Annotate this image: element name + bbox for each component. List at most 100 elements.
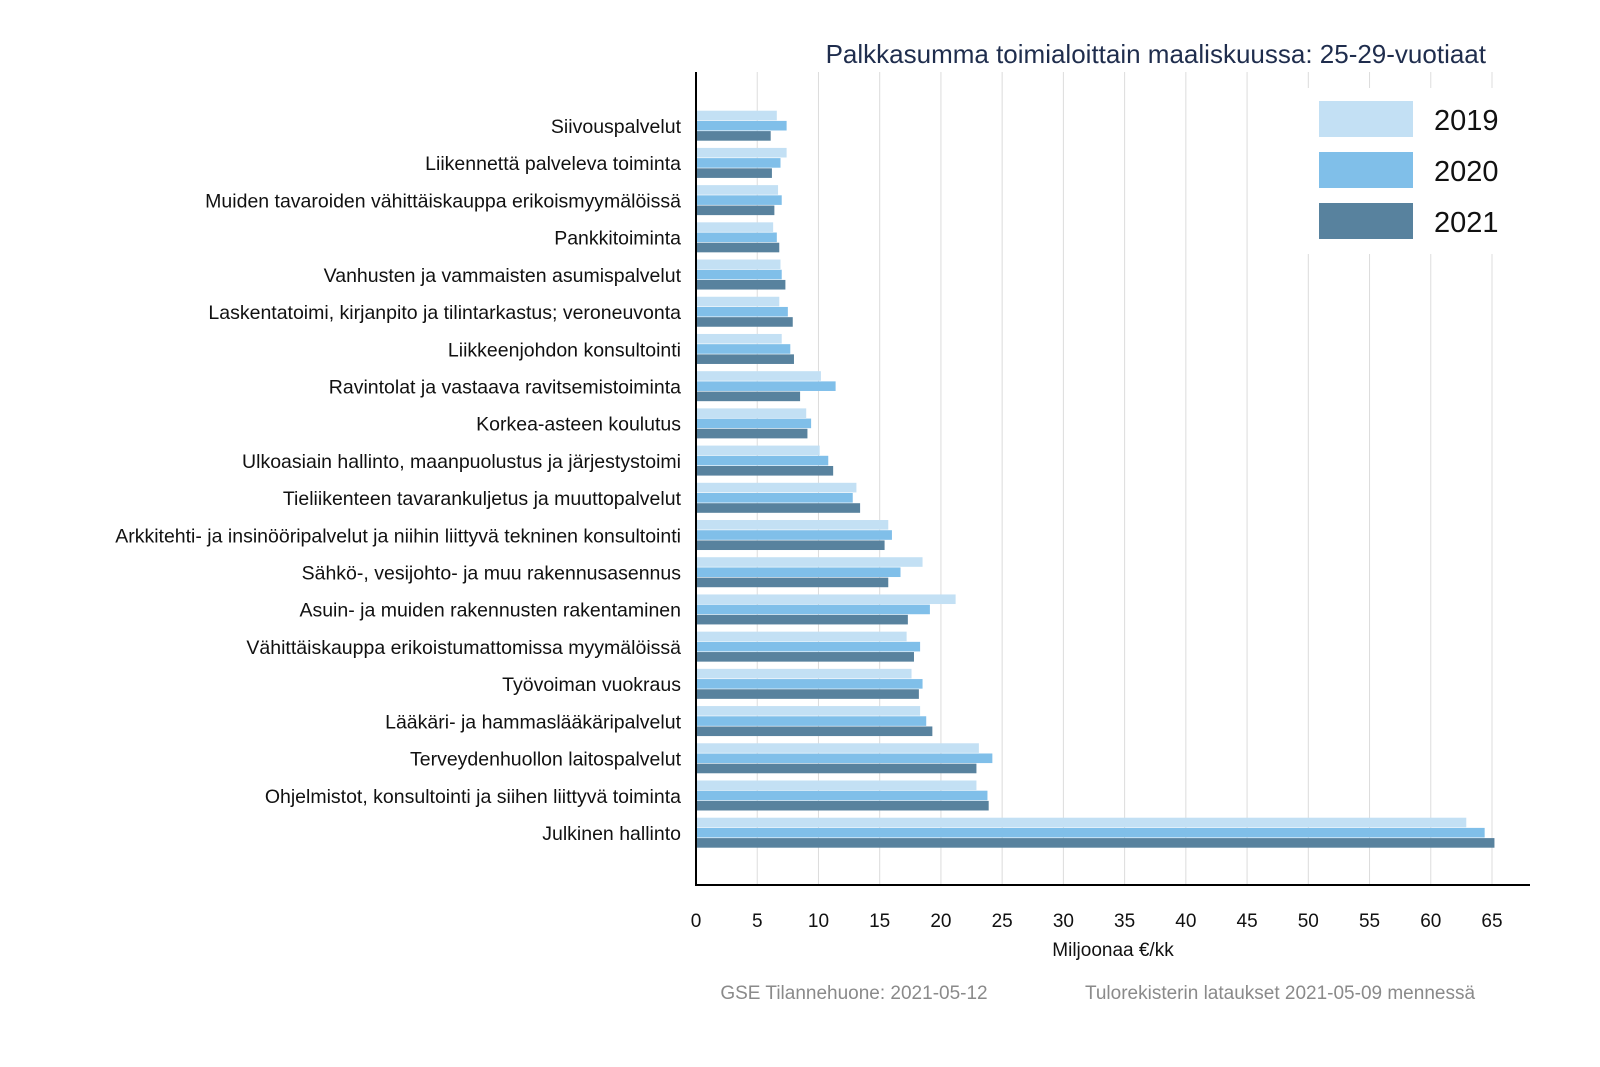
bar-2019: [696, 557, 923, 567]
bar-2019: [696, 520, 889, 530]
category-label: Liikkeenjohdon konsultointi: [448, 339, 681, 361]
bar-2020: [696, 790, 988, 801]
bar-2020: [696, 381, 836, 391]
bar-2020: [696, 604, 930, 615]
bar-2021: [696, 317, 793, 327]
category-label: Siivouspalvelut: [551, 116, 682, 138]
category-label: Vanhusten ja vammaisten asumispalvelut: [324, 265, 682, 287]
bar-2021: [696, 205, 775, 216]
bar-2021: [696, 838, 1495, 848]
x-tick-label: 30: [1053, 911, 1074, 932]
category-label: Ulkoasiain hallinto, maanpuolustus ja jä…: [242, 451, 681, 473]
bar-2020: [696, 530, 892, 540]
x-tick-label: 0: [691, 911, 702, 932]
bar-2021: [696, 465, 834, 476]
bar-2020: [696, 455, 829, 466]
legend-label: 2021: [1434, 207, 1499, 239]
category-label: Lääkäri- ja hammaslääkäripalvelut: [385, 711, 681, 733]
bar-2020: [696, 232, 777, 243]
x-tick-label: 50: [1298, 911, 1319, 932]
category-label: Korkea-asteen koulutus: [476, 414, 681, 436]
bar-2021: [696, 540, 885, 551]
bar-2020: [696, 567, 901, 578]
bar-2021: [696, 242, 780, 253]
category-label: Tieliikenteen tavarankuljetus ja muuttop…: [283, 488, 682, 510]
bar-2019: [696, 333, 782, 344]
footer-note: Tulorekisterin lataukset 2021-05-09 menn…: [1085, 983, 1475, 1004]
bar-2021: [696, 428, 808, 439]
legend-swatch-2020: [1319, 152, 1413, 188]
bar-2020: [696, 753, 993, 764]
legend: 2019 2020 2021: [1307, 88, 1513, 254]
bar-2019: [696, 445, 820, 456]
category-label: Sähkö-, vesijohto- ja muu rakennusasennu…: [302, 563, 682, 585]
x-tick-label: 65: [1481, 911, 1502, 932]
x-axis-label: Miljoonaa €/kk: [1052, 940, 1174, 961]
category-label: Ravintolat ja vastaava ravitsemistoimint…: [329, 376, 681, 398]
category-label: Liikennettä palveleva toiminta: [425, 153, 681, 175]
legend-swatch-2021: [1319, 203, 1413, 239]
bar-2020: [696, 679, 923, 689]
x-tick-label: 25: [992, 911, 1013, 932]
category-label: Pankkitoiminta: [554, 228, 681, 250]
bar-2021: [696, 726, 933, 737]
x-tick-label: 5: [752, 911, 763, 932]
x-tick-label: 20: [930, 911, 951, 932]
bar-2021: [696, 168, 772, 178]
bar-2019: [696, 817, 1467, 828]
category-labels: Siivouspalvelut Liikennettä palveleva toi…: [115, 116, 681, 845]
category-label: Terveydenhuollon laitospalvelut: [410, 749, 682, 771]
bar-2019: [696, 371, 821, 381]
bar-2021: [696, 391, 801, 402]
x-tick-label: 60: [1420, 911, 1441, 932]
bar-2019: [696, 743, 979, 753]
bar-2019: [696, 780, 977, 791]
footer-source: GSE Tilannehuone: 2021-05-12: [720, 983, 987, 1004]
bar-2019: [696, 482, 857, 493]
bar-2020: [696, 493, 853, 503]
bar-2019: [696, 408, 807, 418]
bar-2021: [696, 800, 989, 811]
bar-2019: [696, 296, 780, 307]
bar-2020: [696, 158, 781, 168]
bar-2019: [696, 259, 781, 270]
legend-label: 2019: [1434, 105, 1499, 137]
bar-2019: [696, 631, 907, 642]
x-tick-label: 35: [1114, 911, 1135, 932]
bar-2020: [696, 269, 782, 280]
bar-2021: [696, 763, 977, 774]
bar-2020: [696, 195, 782, 205]
bar-2020: [696, 344, 791, 354]
bar-2019: [696, 222, 774, 232]
x-tick-label: 10: [808, 911, 829, 932]
bar-2021: [696, 279, 786, 290]
bar-2021: [696, 614, 908, 625]
category-label: Muiden tavaroiden vähittäiskauppa erikoi…: [205, 190, 681, 212]
bar-2020: [696, 306, 788, 317]
bar-2019: [696, 668, 912, 679]
bar-2019: [696, 185, 779, 195]
category-label: Julkinen hallinto: [542, 823, 681, 845]
bar-2021: [696, 577, 889, 588]
x-tick-labels: 0 5 10 15 20 25 30 35 40 45 50 55 60 65: [691, 911, 1503, 932]
chart-title: Palkkasumma toimialoittain maaliskuussa:…: [826, 39, 1487, 69]
bar-2020: [696, 418, 812, 429]
bar-2019: [696, 706, 921, 716]
category-label: Työvoiman vuokraus: [502, 674, 681, 696]
bar-2020: [696, 641, 921, 652]
category-label: Asuin- ja muiden rakennusten rakentamine…: [299, 600, 681, 622]
bar-2019: [696, 594, 956, 605]
bar-2021: [696, 652, 914, 662]
bar-2020: [696, 716, 927, 726]
category-label: Ohjelmistot, konsultointi ja siihen liit…: [265, 786, 681, 808]
x-tick-label: 45: [1237, 911, 1258, 932]
x-tick-label: 15: [869, 911, 890, 932]
x-tick-label: 40: [1175, 911, 1196, 932]
x-tick-label: 55: [1359, 911, 1380, 932]
bar-2019: [696, 147, 787, 158]
bar-2021: [696, 689, 919, 699]
bar-2019: [696, 110, 777, 121]
bar-2021: [696, 503, 861, 513]
bar-2021: [696, 354, 794, 364]
